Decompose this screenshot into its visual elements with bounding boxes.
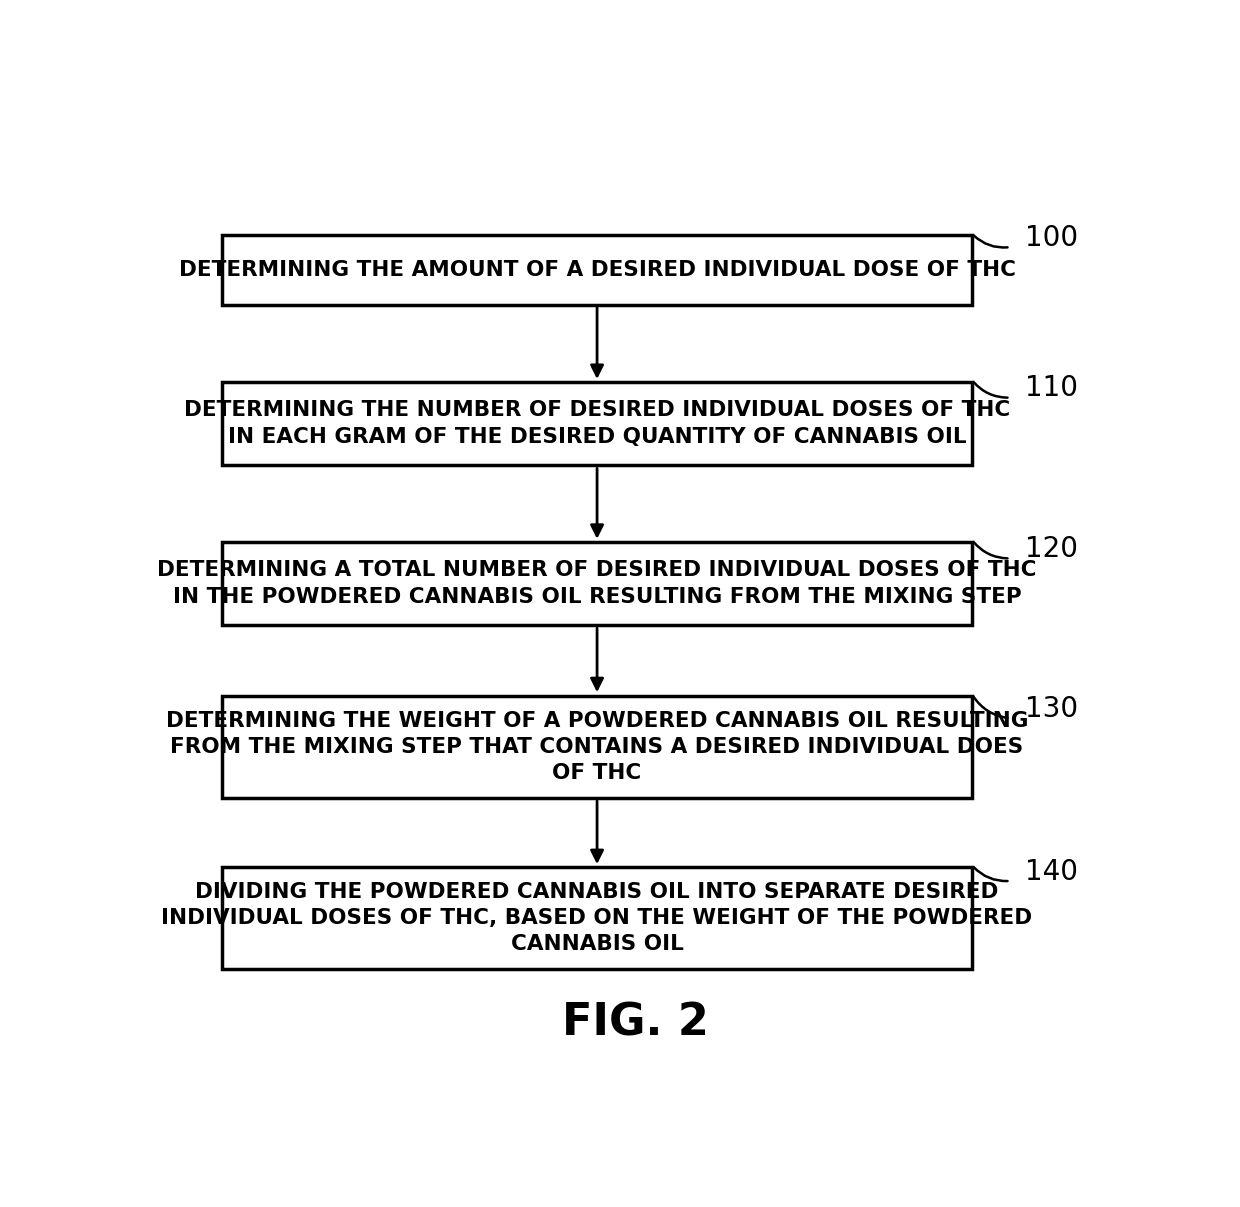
Text: 140: 140 <box>1024 858 1078 886</box>
Text: 130: 130 <box>1024 695 1078 723</box>
Text: FIG. 2: FIG. 2 <box>562 1002 709 1044</box>
Text: DETERMINING THE WEIGHT OF A POWDERED CANNABIS OIL RESULTING
FROM THE MIXING STEP: DETERMINING THE WEIGHT OF A POWDERED CAN… <box>166 711 1028 783</box>
FancyBboxPatch shape <box>222 867 972 969</box>
FancyBboxPatch shape <box>222 381 972 466</box>
Text: 100: 100 <box>1024 223 1078 252</box>
FancyArrowPatch shape <box>973 867 1008 881</box>
FancyArrowPatch shape <box>973 235 1008 247</box>
Text: 120: 120 <box>1024 535 1078 564</box>
FancyBboxPatch shape <box>222 235 972 305</box>
Text: DETERMINING THE AMOUNT OF A DESIRED INDIVIDUAL DOSE OF THC: DETERMINING THE AMOUNT OF A DESIRED INDI… <box>179 261 1016 280</box>
FancyBboxPatch shape <box>222 542 972 625</box>
Text: DIVIDING THE POWDERED CANNABIS OIL INTO SEPARATE DESIRED
INDIVIDUAL DOSES OF THC: DIVIDING THE POWDERED CANNABIS OIL INTO … <box>161 881 1033 955</box>
FancyBboxPatch shape <box>222 696 972 798</box>
FancyArrowPatch shape <box>973 383 1008 397</box>
Text: DETERMINING A TOTAL NUMBER OF DESIRED INDIVIDUAL DOSES OF THC
IN THE POWDERED CA: DETERMINING A TOTAL NUMBER OF DESIRED IN… <box>157 560 1037 607</box>
Text: DETERMINING THE NUMBER OF DESIRED INDIVIDUAL DOSES OF THC
IN EACH GRAM OF THE DE: DETERMINING THE NUMBER OF DESIRED INDIVI… <box>184 401 1011 447</box>
Text: 110: 110 <box>1024 374 1078 402</box>
FancyArrowPatch shape <box>973 542 1008 559</box>
FancyArrowPatch shape <box>973 696 1008 718</box>
